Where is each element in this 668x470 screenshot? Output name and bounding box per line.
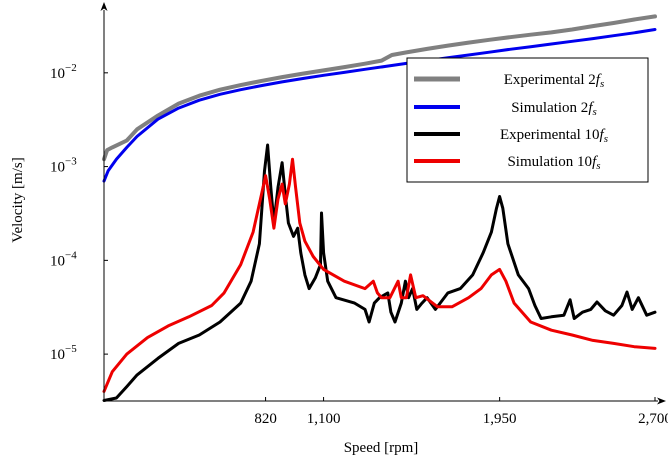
x-tick-label: 1,950 bbox=[483, 411, 517, 427]
legend-label-2: Experimental 10fs bbox=[500, 127, 608, 145]
x-axis-title: Speed [rpm] bbox=[344, 440, 419, 456]
series-line-2 bbox=[102, 143, 657, 402]
series-line-3 bbox=[102, 157, 657, 393]
y-axis-arrow-icon bbox=[100, 2, 108, 11]
legend-label-1: Simulation 2fs bbox=[511, 100, 597, 118]
y-ticks: 10−5 10−4 10−3 10−2 bbox=[50, 62, 108, 363]
x-tick-label: 2,700 bbox=[638, 411, 668, 427]
x-tick-label: 820 bbox=[254, 411, 277, 427]
y-tick-label: 10−5 bbox=[50, 343, 77, 363]
x-ticks: 820 1,100 1,950 2,700 bbox=[254, 397, 668, 427]
legend-label-3: Simulation 10fs bbox=[507, 154, 600, 172]
x-tick-label: 1,100 bbox=[307, 411, 341, 427]
legend: Experimental 2fs Simulation 2fs Experiment… bbox=[406, 57, 649, 183]
plot-lines bbox=[102, 14, 657, 402]
y-tick-label: 10−4 bbox=[50, 249, 77, 269]
y-tick-label: 10−3 bbox=[50, 156, 77, 176]
legend-label-0: Experimental 2fs bbox=[504, 72, 605, 90]
y-axis-title: Velocity [m/s] bbox=[10, 157, 26, 242]
series-line-0 bbox=[102, 14, 657, 162]
axes bbox=[100, 2, 666, 405]
y-tick-label: 10−2 bbox=[50, 62, 77, 82]
x-axis-arrow-icon bbox=[657, 397, 666, 405]
series-line-1 bbox=[102, 28, 657, 183]
